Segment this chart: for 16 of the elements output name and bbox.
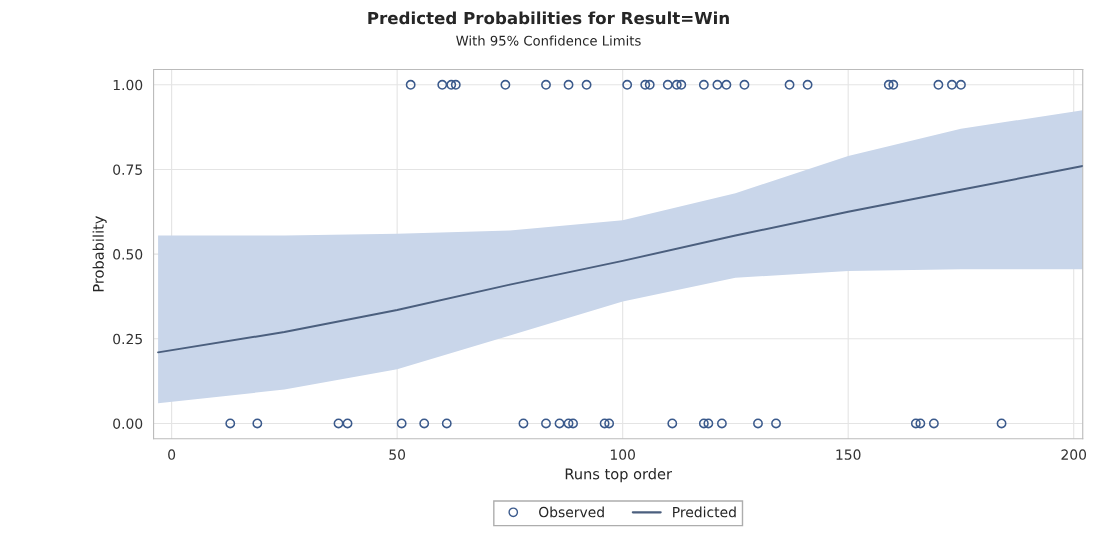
chart-subtitle: With 95% Confidence Limits: [456, 35, 641, 46]
x-tick-label: 200: [1061, 449, 1087, 460]
x-axis-title: Runs top order: [565, 468, 672, 483]
legend-label: Predicted: [673, 506, 736, 518]
y-tick-label: 0.50: [113, 249, 143, 260]
y-tick-label: 0.25: [113, 333, 142, 345]
x-tick-label: 150: [836, 449, 861, 460]
x-tick-label: 50: [389, 449, 406, 460]
y-axis-title: Probability: [92, 216, 107, 292]
x-tick-label: 100: [610, 449, 635, 460]
legend-label: Observed: [539, 506, 604, 518]
chart-title: Predicted Probabilities for Result=Win: [368, 11, 729, 25]
y-tick-label: 1.00: [113, 79, 143, 91]
x-tick-label: 0: [168, 449, 176, 460]
y-tick-label: 0.75: [113, 164, 142, 175]
y-tick-label: 0.00: [113, 418, 143, 429]
